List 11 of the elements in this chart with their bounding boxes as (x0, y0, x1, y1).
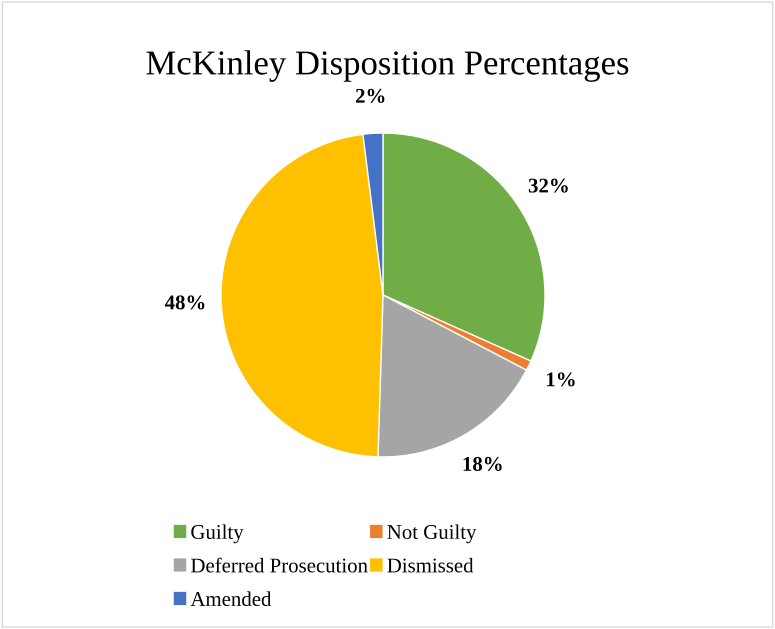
legend-label: Guilty (191, 524, 244, 544)
legend-label: Dismissed (387, 558, 474, 573)
legend-label: Not Guilty (387, 524, 476, 544)
legend-label: Deferred Prosecution (191, 558, 368, 573)
chart-title: McKinley Disposition Percentages (146, 50, 628, 82)
data-label: 2% (356, 88, 384, 103)
data-label: 18% (464, 456, 502, 472)
data-label: 1% (547, 372, 575, 386)
legend-label: Amended (190, 591, 272, 606)
data-label: 48% (164, 295, 204, 310)
data-label: 32% (528, 178, 568, 193)
